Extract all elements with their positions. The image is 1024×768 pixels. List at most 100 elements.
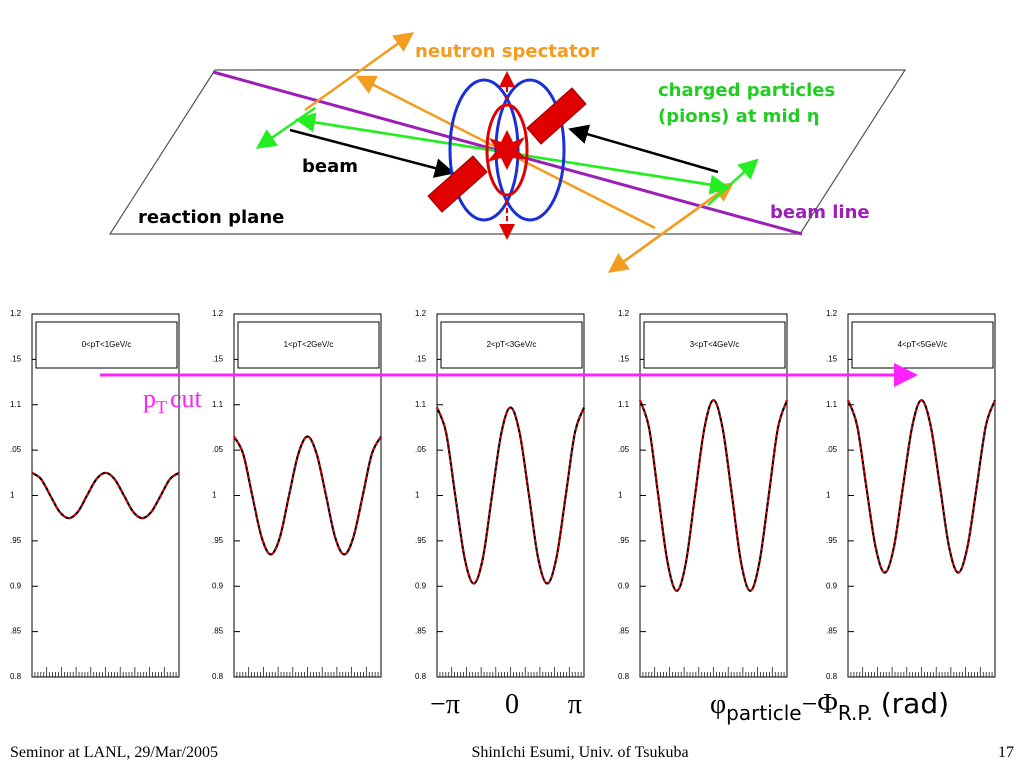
flow-arrow [427, 155, 488, 213]
y-tick-label: .15 [212, 354, 224, 363]
fit-curve [847, 399, 996, 574]
fit-curve [436, 406, 585, 585]
y-tick-label: 0.8 [10, 672, 22, 681]
y-tick-label: 1.2 [826, 309, 838, 318]
arrow [568, 124, 719, 174]
label: neutron spectator [415, 41, 599, 62]
text: − [802, 689, 818, 720]
y-tick-label: 1.1 [10, 400, 22, 409]
overlap [485, 103, 529, 197]
text: T [156, 397, 167, 417]
y-tick-label: 0.9 [826, 581, 838, 590]
text: cut [170, 384, 203, 413]
nucleus [494, 78, 566, 222]
flow-arrow [526, 87, 587, 145]
y-tick-label: .85 [618, 627, 630, 636]
footer-left: Seminor at LANL, 29/Mar/2005 [10, 744, 218, 761]
x-note: −π 0 π φparticle−ΦR.P. (rad) [430, 687, 949, 725]
title-box [440, 321, 583, 369]
y-tick-label: .85 [212, 627, 224, 636]
text: Φ [817, 689, 837, 720]
text: particle [726, 701, 801, 725]
y-tick-label: .95 [10, 536, 22, 545]
nucleus [448, 78, 520, 222]
title-box [237, 321, 380, 369]
y-tick-label: 1 [618, 491, 623, 500]
footer-center: ShinIchi Esumi, Univ. of Tsukuba [471, 744, 688, 761]
y-tick-label: .95 [212, 536, 224, 545]
arrow [255, 106, 316, 149]
y-tick-label: .95 [618, 536, 630, 545]
y-tick-label: .15 [10, 354, 22, 363]
text: φ [710, 689, 726, 720]
y-tick-label: .85 [826, 627, 838, 636]
y-tick-label: 1.2 [415, 309, 427, 318]
arrow [304, 32, 415, 112]
y-tick-label: 1 [212, 491, 217, 500]
y-tick-label: 1.1 [826, 400, 838, 409]
arrow [289, 128, 455, 178]
arrow [707, 158, 759, 206]
data-curve [846, 399, 997, 574]
y-tick-label: .85 [415, 627, 427, 636]
y-tick-label: .05 [10, 445, 22, 454]
footer: Seminor at LANL, 29/Mar/2005 ShinIchi Es… [10, 744, 1014, 761]
y-tick-label: .15 [618, 354, 630, 363]
y-tick-label: 1.2 [212, 309, 224, 318]
data-curve [31, 471, 180, 520]
y-tick-label: .05 [212, 445, 224, 454]
y-tick-label: .85 [10, 627, 22, 636]
data-curve [435, 406, 586, 585]
panel-title: 2<pT<3GeV/c [487, 340, 537, 349]
data-curve [233, 435, 382, 556]
y-tick-label: 0.8 [618, 672, 630, 681]
y-tick-label: 1.1 [212, 400, 224, 409]
label: beam [302, 156, 358, 177]
text: R.P. [838, 701, 873, 725]
data-curve [638, 399, 789, 592]
y-tick-label: 0.9 [212, 581, 224, 590]
panel-title: 4<pT<5GeV/c [898, 340, 948, 349]
fit-curve [639, 399, 788, 592]
burst [487, 130, 528, 170]
label: reaction plane [138, 207, 284, 228]
y-tick-label: 0.9 [618, 581, 630, 590]
y-tick-label: .05 [826, 445, 838, 454]
panel-title: 3<pT<4GeV/c [690, 340, 740, 349]
y-tick-label: 1.2 [618, 309, 630, 318]
y-tick-label: 1.1 [415, 400, 427, 409]
y-tick-label: 1 [10, 491, 15, 500]
y-tick-label: .15 [415, 354, 427, 363]
y-tick-label: 1.1 [618, 400, 630, 409]
arrow [607, 183, 731, 273]
panels: 1.2 .15 1.1 .05 1 .95 0.9 .85 0.8 0<pT<1GeV/c 1.2.… [10, 309, 997, 681]
y-tick-label: .05 [618, 445, 630, 454]
y-tick-label: .15 [826, 354, 838, 363]
y-tick-label: 0.9 [10, 581, 22, 590]
y-tick-label: 0.9 [415, 581, 427, 590]
label: 0 [505, 689, 519, 720]
y-tick-label: 1 [415, 491, 420, 500]
fit-curve [31, 471, 180, 520]
label: (pions) at mid η [658, 106, 820, 127]
label: beam line [770, 202, 870, 223]
y-tick-label: 0.8 [826, 672, 838, 681]
y-tick-label: 0.8 [212, 672, 224, 681]
spacer [305, 110, 720, 285]
y-tick-label: 0.8 [415, 672, 427, 681]
y-tick-label: .05 [415, 445, 427, 454]
diagram: neutron spectator charged particles (pio… [108, 32, 907, 285]
y-tick-label: 1 [826, 491, 831, 500]
axis-title: φparticle−ΦR.P. (rad) [710, 687, 949, 725]
fit-curve [233, 435, 382, 556]
y-tick-label: .95 [415, 536, 427, 545]
pt-cut-label: pT cut [143, 384, 203, 417]
panel-title: 0<pT<1GeV/c [82, 340, 132, 349]
y-tick-label: .95 [826, 536, 838, 545]
text: (rad) [881, 687, 949, 720]
title-box [851, 321, 994, 369]
title-box [643, 321, 786, 369]
title-box [35, 321, 178, 369]
page-number: 17 [998, 744, 1014, 761]
